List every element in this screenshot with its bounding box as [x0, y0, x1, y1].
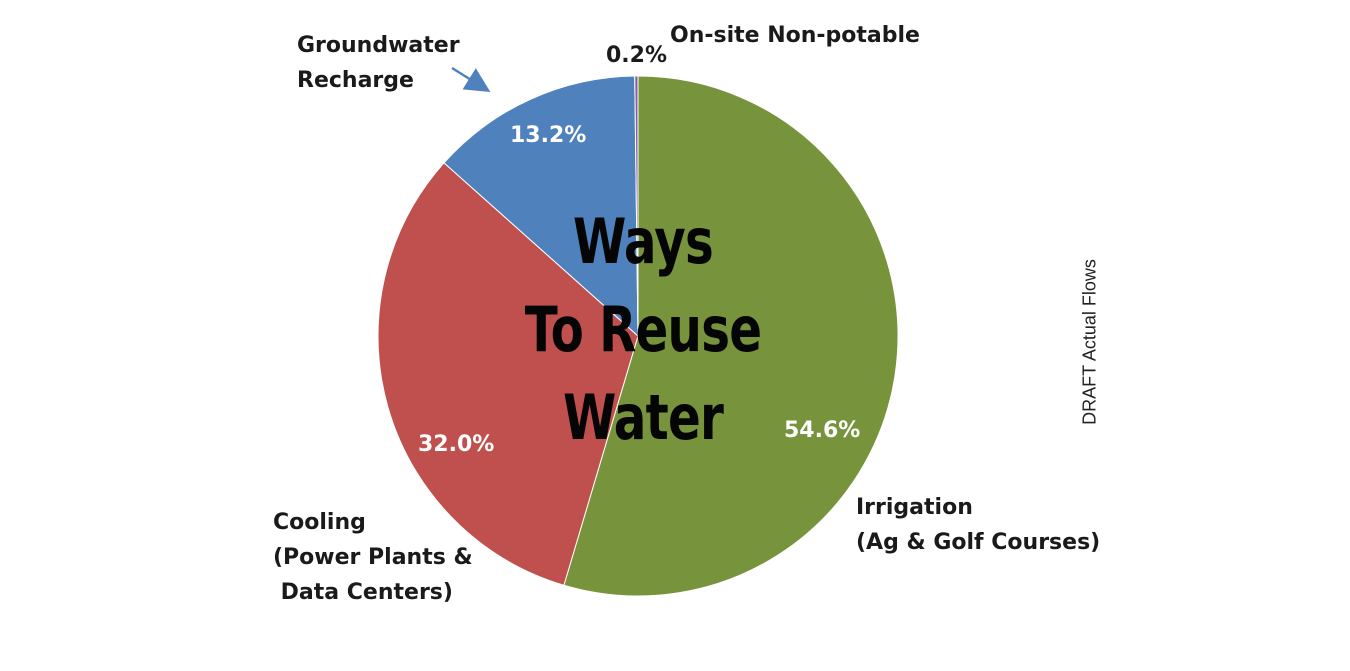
slice-label-irrigation: Irrigation (Ag & Golf Courses) — [856, 490, 1100, 560]
chart-title-line-3: Water — [562, 381, 724, 454]
value-label-irrigation: 54.6% — [784, 418, 861, 443]
slice-label-cooling-line-3: Data Centers) — [273, 580, 453, 605]
slice-label-groundwater-line-2: Recharge — [297, 68, 414, 93]
chart-title: Ways To Reuse Water — [491, 198, 794, 462]
slice-label-cooling: Cooling (Power Plants & Data Centers) — [273, 505, 473, 610]
slice-label-onsite: On-site Non-potable — [670, 18, 920, 53]
chart-title-line-2: To Reuse — [524, 293, 762, 366]
groundwater-leader-arrow — [451, 66, 491, 92]
pie-slice-irrigation — [563, 75, 899, 597]
slice-label-irrigation-line-1: Irrigation — [856, 495, 973, 520]
slice-label-cooling-line-1: Cooling — [273, 510, 366, 535]
value-label-onsite: 0.2% — [606, 43, 668, 68]
value-label-groundwater: 13.2% — [510, 123, 587, 148]
pie-slice-cooling — [377, 162, 639, 586]
chart-title-line-1: Ways — [573, 205, 714, 278]
slice-label-groundwater-line-1: Groundwater — [297, 33, 460, 58]
draft-note: DRAFT Actual Flows — [1079, 259, 1100, 425]
pie-slice-groundwater — [443, 75, 639, 338]
slice-label-groundwater: Groundwater Recharge — [297, 28, 460, 98]
value-label-cooling: 32.0% — [418, 432, 495, 457]
slice-label-irrigation-line-2: (Ag & Golf Courses) — [856, 530, 1101, 555]
slice-label-cooling-line-2: (Power Plants & — [273, 545, 473, 570]
pie-slice-onsite — [634, 75, 639, 337]
slice-label-onsite-line-1: On-site Non-potable — [670, 23, 920, 48]
